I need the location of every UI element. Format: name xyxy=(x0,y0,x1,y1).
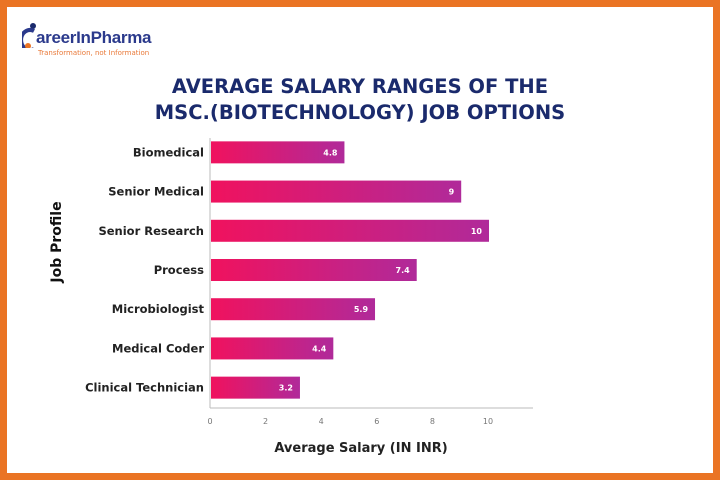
chart-title-line-1: AVERAGE SALARY RANGES OF THE xyxy=(171,75,549,98)
chart-title-line-2: MSC.(BIOTECHNOLOGY) JOB OPTIONS xyxy=(154,101,566,124)
x-tick-label: 10 xyxy=(483,417,493,426)
bar-biomedical xyxy=(211,141,345,164)
logo-mark-icon xyxy=(22,23,36,48)
x-tick-label: 4 xyxy=(319,417,324,426)
y-tick-label: Clinical Technician xyxy=(85,381,204,395)
data-label: 3.2 xyxy=(279,384,293,393)
logo-text: areerInPharma xyxy=(36,28,152,47)
x-axis-label: Average Salary (IN INR) xyxy=(274,441,447,456)
bar-senior-research xyxy=(211,219,489,242)
data-label: 7.4 xyxy=(396,266,411,275)
bar-senior-medical xyxy=(211,180,462,203)
y-tick-label: Biomedical xyxy=(133,145,204,159)
y-axis-label: Job Profile xyxy=(49,201,65,283)
data-label: 4.8 xyxy=(323,148,338,157)
y-tick-label: Senior Medical xyxy=(108,185,204,199)
bar-process xyxy=(211,259,417,281)
x-tick-label: 2 xyxy=(263,417,268,426)
logo-tagline: Transformation, not Information xyxy=(38,49,150,57)
x-tick-label: 0 xyxy=(207,417,212,426)
data-label: 4.4 xyxy=(312,344,327,353)
bar-medical-coder xyxy=(211,337,334,360)
data-label: 10 xyxy=(471,227,483,236)
bar-clinical-technician xyxy=(211,376,300,399)
y-tick-label: Senior Research xyxy=(98,224,204,238)
y-tick-label: Medical Coder xyxy=(112,341,204,355)
y-tick-label: Process xyxy=(154,263,204,277)
data-label: 9 xyxy=(449,188,455,197)
x-tick-label: 8 xyxy=(430,417,435,426)
x-tick-label: 6 xyxy=(374,417,379,426)
data-label: 5.9 xyxy=(354,305,369,314)
bar-microbiologist xyxy=(211,298,376,321)
chart-title: AVERAGE SALARY RANGES OF THE MSC.(BIOTEC… xyxy=(0,74,720,126)
y-tick-label: Microbiologist xyxy=(112,302,205,316)
